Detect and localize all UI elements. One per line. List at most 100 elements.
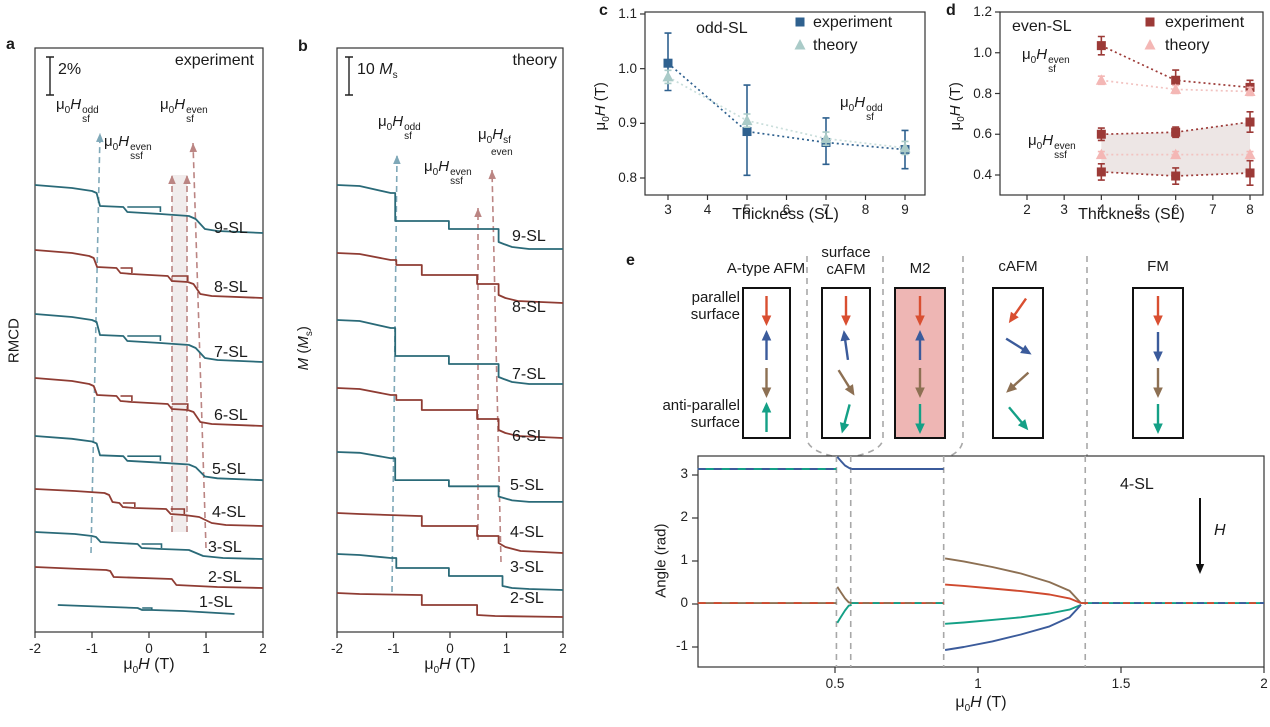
panel-a-loop-1-SL [142, 607, 153, 610]
panel-c-y-tick-label: 0.8 [618, 170, 637, 185]
field-arrow-head [1195, 564, 1205, 574]
panel-d-xlabel: Thickness (SL) [1078, 206, 1185, 223]
panel-d-marker-experiment-ssf-upper [1096, 129, 1106, 139]
panel-a-curve-label-7-SL: 7-SL [214, 344, 248, 361]
angle-curve-blip-green [836, 603, 852, 624]
spin-arrow-brown [915, 368, 925, 398]
spin-arrow-red [915, 296, 925, 326]
panel-a-curve-5-SL [34, 435, 264, 482]
panel-a-ssf-even-label: μ0H even ssf [104, 133, 152, 162]
spin-arrow-red [841, 296, 851, 326]
panel-b-transition-arrow-1-head [474, 208, 482, 217]
panel-b-x-tick-label: 2 [559, 641, 567, 656]
panel-a-transition-arrow-0-head [96, 133, 104, 143]
panel-c-x-tick-label: 6 [782, 202, 791, 217]
panel-a-xlabel: μ0H (T) [123, 656, 175, 677]
panel-b-curve-label-3-SL: 3-SL [510, 559, 544, 576]
state-label-surface-cafm: surface cAFM [821, 244, 871, 279]
panel-b-curve-label-4-SL: 4-SL [510, 524, 544, 541]
field-direction-label: H [1214, 522, 1226, 539]
panel-d-legend-marker-square [1145, 17, 1155, 27]
panel-a-x-tick-label: 0 [145, 641, 153, 656]
panel-c-marker-theory [899, 141, 911, 153]
panel-c-xlabel: Thickness (SL) [732, 206, 839, 223]
phase-separator-2 [949, 256, 964, 457]
spin-arrow-green [839, 404, 851, 434]
panel-c-marker-theory [820, 132, 832, 144]
panel-a-transition-arrow-1-head [168, 175, 176, 184]
spin-arrow-red [1153, 296, 1163, 326]
panel-a-curve-label-9-SL: 9-SL [214, 220, 248, 237]
angle-curve-cafm-red [945, 583, 1082, 604]
panel-d-title: even-SL [1012, 18, 1072, 35]
panel-d-marker-experiment-ssf-lower [1171, 171, 1181, 181]
panel-d-x-tick-label: 5 [1134, 202, 1143, 217]
panel-d-marker-theory-ssf [1170, 148, 1182, 160]
panel-c-y-tick-label: 1.0 [618, 60, 637, 76]
angle-curve-blip-brown [836, 586, 852, 605]
spin-arrow-blue [915, 330, 925, 360]
panel-d-y-tick-label: 0.8 [973, 85, 992, 101]
panel-d-marker-experiment-sf [1171, 75, 1181, 85]
panel-a-loop-8-SL [171, 275, 189, 281]
panel-d-marker-experiment-ssf-lower [1096, 167, 1106, 177]
panel-b-frame [336, 47, 564, 633]
panel-b-curve-7-SL [336, 319, 563, 385]
panel-e-thickness-label: 4-SL [1120, 476, 1154, 493]
panel-a-loop-9-SL [127, 206, 162, 212]
spin-arrow-green [1008, 406, 1029, 431]
panel-e-y-tick-label: 3 [680, 466, 688, 481]
panel-a-x-tick-label: -2 [28, 641, 41, 656]
panel-c-marker-experiment [663, 58, 673, 68]
panel-b-curve-label-8-SL: 8-SL [512, 299, 546, 316]
panel-b-condition-label: theory [512, 52, 557, 69]
panel-a-sf-odd-label: μ0H odd sf [56, 96, 99, 125]
spin-arrow-brown [1153, 368, 1163, 398]
state-label-m2: M2 [909, 260, 931, 277]
panel-c-legend-theory: theory [813, 37, 858, 54]
panel-a-loop-3-SL [141, 543, 163, 548]
angle-curve-cafm-blue [944, 604, 1082, 651]
parallel-surface-label: parallel surface [690, 289, 740, 324]
panel-a-transition-arrow-3-head [189, 143, 198, 153]
spin-arrow-blue [761, 330, 772, 360]
panel-c-marker-experiment [742, 127, 752, 137]
panel-b-scale-bar [345, 56, 353, 96]
panel-c-x-tick-label: 7 [822, 202, 830, 217]
panel-a-transition-arrow-0 [90, 132, 101, 554]
panel-a-curve-2-SL [34, 566, 264, 589]
panel-b-sf-odd-label: μ0H odd sf [378, 113, 421, 142]
panel-e-y-tick-label: -1 [675, 638, 688, 653]
panel-d-y-tick-label: 0.6 [973, 126, 992, 142]
panel-b-transition-arrow-0-head [393, 155, 401, 165]
panel-a-curve-label-4-SL: 4-SL [212, 504, 246, 521]
panel-a-curve-label-1-SL: 1-SL [199, 594, 233, 611]
panel-a-curve-label-8-SL: 8-SL [214, 279, 248, 296]
panel-d-marker-theory-sf [1170, 83, 1182, 94]
panel-d-marker-experiment-ssf-upper [1171, 127, 1181, 137]
panel-a-loop-7-SL [127, 335, 162, 341]
panel-a-ssf-band [172, 175, 187, 532]
panel-e-frame [697, 455, 1265, 668]
spin-arrow-brown [761, 368, 772, 398]
panel-c-legend-experiment: experiment [813, 14, 893, 31]
panel-d-x-tick-label: 3 [1060, 202, 1068, 217]
spin-arrow-green [915, 404, 925, 434]
panel-a-condition-label: experiment [174, 52, 254, 69]
spin-arrow-blue [1005, 337, 1032, 355]
panel-d-y-tick-label: 1.2 [973, 4, 992, 19]
panel-c-x-tick-label: 9 [901, 202, 909, 217]
panel-d-marker-theory-sf [1095, 74, 1107, 85]
panel-a-x-tick-label: 1 [202, 641, 210, 656]
panel-a-curve-1-SL [57, 604, 235, 615]
panel-a-curve-label-3-SL: 3-SL [208, 539, 242, 556]
panel-d-legend-experiment: experiment [1165, 14, 1245, 31]
state-label-a-type-afm: A-type AFM [726, 260, 806, 277]
panel-d-x-tick-label: 6 [1171, 202, 1180, 217]
panel-c-marker-theory [741, 114, 753, 126]
panel-e-y-tick-label: 2 [680, 509, 688, 524]
panel-e-letter: e [626, 252, 635, 269]
panel-a-letter: a [6, 36, 15, 53]
panel-e-y-tick-label: 1 [680, 552, 688, 567]
spin-arrow-green [761, 402, 772, 432]
